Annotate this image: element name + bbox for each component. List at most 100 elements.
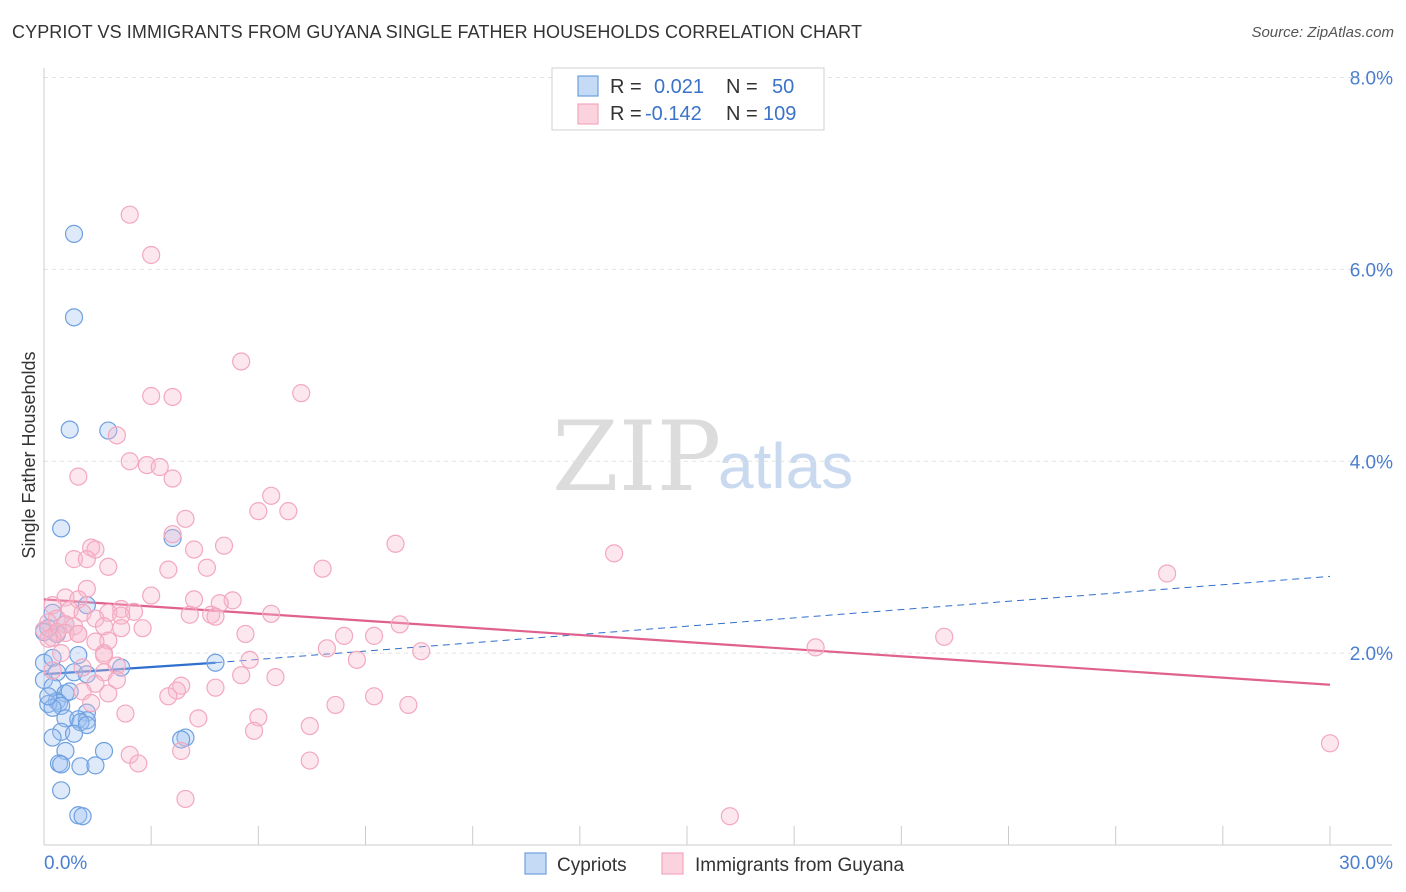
data-points bbox=[34, 205, 1340, 826]
cypriots-point-5 bbox=[163, 528, 182, 548]
cypriots-point-13 bbox=[43, 648, 62, 668]
guyana-point-17 bbox=[214, 536, 234, 555]
guyana-point-28 bbox=[159, 560, 178, 579]
guyana-point-70 bbox=[317, 639, 337, 658]
guyana-point-26 bbox=[197, 558, 216, 577]
guyana-point-4 bbox=[163, 387, 182, 407]
cypriots-point-45 bbox=[73, 807, 92, 826]
guyana-point-61 bbox=[236, 624, 255, 644]
cypriots-point-25 bbox=[43, 698, 62, 717]
gridlines bbox=[44, 77, 1392, 654]
y-tick-label-1: 4.0% bbox=[1350, 452, 1393, 473]
guyana-point-100 bbox=[172, 741, 191, 761]
guyana-point-92 bbox=[326, 695, 345, 715]
guyana-point-33 bbox=[142, 586, 161, 605]
legend-r-label-2: R = bbox=[610, 103, 642, 125]
guyana-point-11 bbox=[163, 469, 182, 488]
guyana-point-95 bbox=[249, 708, 268, 727]
guyana-point-3 bbox=[142, 386, 161, 406]
guyana-point-82 bbox=[107, 670, 126, 690]
cypriots-trend-dashed bbox=[215, 575, 1331, 664]
guyana-point-62 bbox=[334, 626, 354, 645]
guyana-point-96 bbox=[189, 709, 208, 728]
cypriots-point-31 bbox=[77, 715, 96, 735]
guyana-point-103 bbox=[129, 754, 148, 773]
cypriots-point-27 bbox=[56, 709, 75, 728]
guyana-point-10 bbox=[69, 467, 88, 486]
legend-r-value-1: 0.021 bbox=[654, 76, 704, 98]
guyana-point-34 bbox=[184, 590, 204, 609]
guyana-point-63 bbox=[364, 626, 384, 645]
guyana-point-56 bbox=[133, 619, 152, 638]
cypriots-point-41 bbox=[71, 757, 90, 776]
guyana-point-77 bbox=[73, 658, 92, 677]
guyana-point-24 bbox=[77, 550, 96, 569]
guyana-point-93 bbox=[399, 695, 418, 715]
cypriots-point-0 bbox=[64, 224, 84, 243]
guyana-point-54 bbox=[390, 615, 409, 634]
guyana-point-7 bbox=[120, 452, 139, 471]
guyana-point-91 bbox=[82, 693, 101, 713]
guyana-point-90 bbox=[364, 687, 384, 706]
guyana-point-88 bbox=[99, 684, 118, 703]
guyana-point-5 bbox=[292, 384, 311, 403]
guyana-point-14 bbox=[279, 502, 298, 521]
guyana-point-106 bbox=[52, 644, 71, 663]
y-axis-label: Single Father Households bbox=[19, 351, 39, 558]
y-tick-label-2: 6.0% bbox=[1350, 260, 1393, 281]
legend-r-value-2: -0.142 bbox=[645, 103, 702, 125]
legend-n-label-1: N = bbox=[726, 76, 758, 98]
guyana-point-13 bbox=[249, 502, 268, 521]
guyana-point-107 bbox=[69, 624, 88, 644]
axes bbox=[43, 68, 1392, 846]
watermark-zip: ZIP bbox=[552, 401, 721, 513]
guyana-trend-line bbox=[43, 598, 1331, 686]
guyana-point-99 bbox=[1320, 734, 1340, 753]
guyana-point-16 bbox=[163, 525, 182, 544]
guyana-point-74 bbox=[347, 650, 367, 669]
guyana-point-1 bbox=[142, 245, 161, 265]
series-legend-label-guyana: Immigrants from Guyana bbox=[695, 855, 904, 876]
guyana-point-80 bbox=[232, 666, 251, 685]
cypriots-point-49 bbox=[39, 687, 58, 706]
guyana-point-69 bbox=[806, 638, 825, 657]
cypriots-point-4 bbox=[52, 519, 71, 538]
cypriots-point-3 bbox=[99, 421, 118, 440]
y-tick-label-3: 8.0% bbox=[1350, 69, 1393, 90]
cypriots-point-29 bbox=[77, 711, 96, 730]
guyana-point-71 bbox=[412, 642, 431, 661]
cypriots-point-40 bbox=[52, 755, 71, 774]
guyana-point-94 bbox=[116, 704, 135, 723]
guyana-point-105 bbox=[720, 807, 739, 826]
cypriots-point-43 bbox=[52, 781, 71, 800]
guyana-point-46 bbox=[112, 606, 131, 625]
x-tick-label-0: 0.0% bbox=[44, 853, 87, 874]
guyana-point-27 bbox=[313, 559, 332, 578]
chart-source: Source: ZipAtlas.com bbox=[1251, 24, 1394, 41]
legend-swatch-cypriots bbox=[577, 75, 599, 97]
guyana-point-15 bbox=[176, 509, 195, 528]
cypriots-point-38 bbox=[94, 741, 114, 761]
guyana-point-43 bbox=[262, 604, 281, 623]
guyana-point-23 bbox=[64, 550, 84, 569]
series-legend-swatch-guyana bbox=[661, 852, 684, 875]
guyana-point-102 bbox=[300, 751, 319, 770]
legend-n-label-2: N = bbox=[726, 103, 758, 125]
legend-n-value-2: 109 bbox=[763, 103, 796, 125]
guyana-point-66 bbox=[39, 629, 58, 648]
cypriots-point-33 bbox=[64, 724, 84, 743]
guyana-point-85 bbox=[206, 678, 225, 697]
x-tick-label-1: 30.0% bbox=[1339, 853, 1393, 874]
guyana-point-2 bbox=[232, 352, 251, 371]
series-legend-label-cypriots: Cypriots bbox=[557, 855, 627, 876]
guyana-point-18 bbox=[386, 534, 405, 553]
guyana-point-97 bbox=[300, 716, 319, 736]
guyana-point-21 bbox=[184, 540, 204, 559]
legend-n-value-1: 50 bbox=[772, 76, 794, 98]
guyana-point-64 bbox=[935, 627, 954, 646]
guyana-point-9 bbox=[150, 457, 169, 477]
guyana-point-25 bbox=[99, 557, 118, 576]
guyana-point-89 bbox=[159, 687, 178, 706]
watermark-atlas: atlas bbox=[718, 430, 853, 502]
guyana-point-98 bbox=[244, 721, 264, 740]
